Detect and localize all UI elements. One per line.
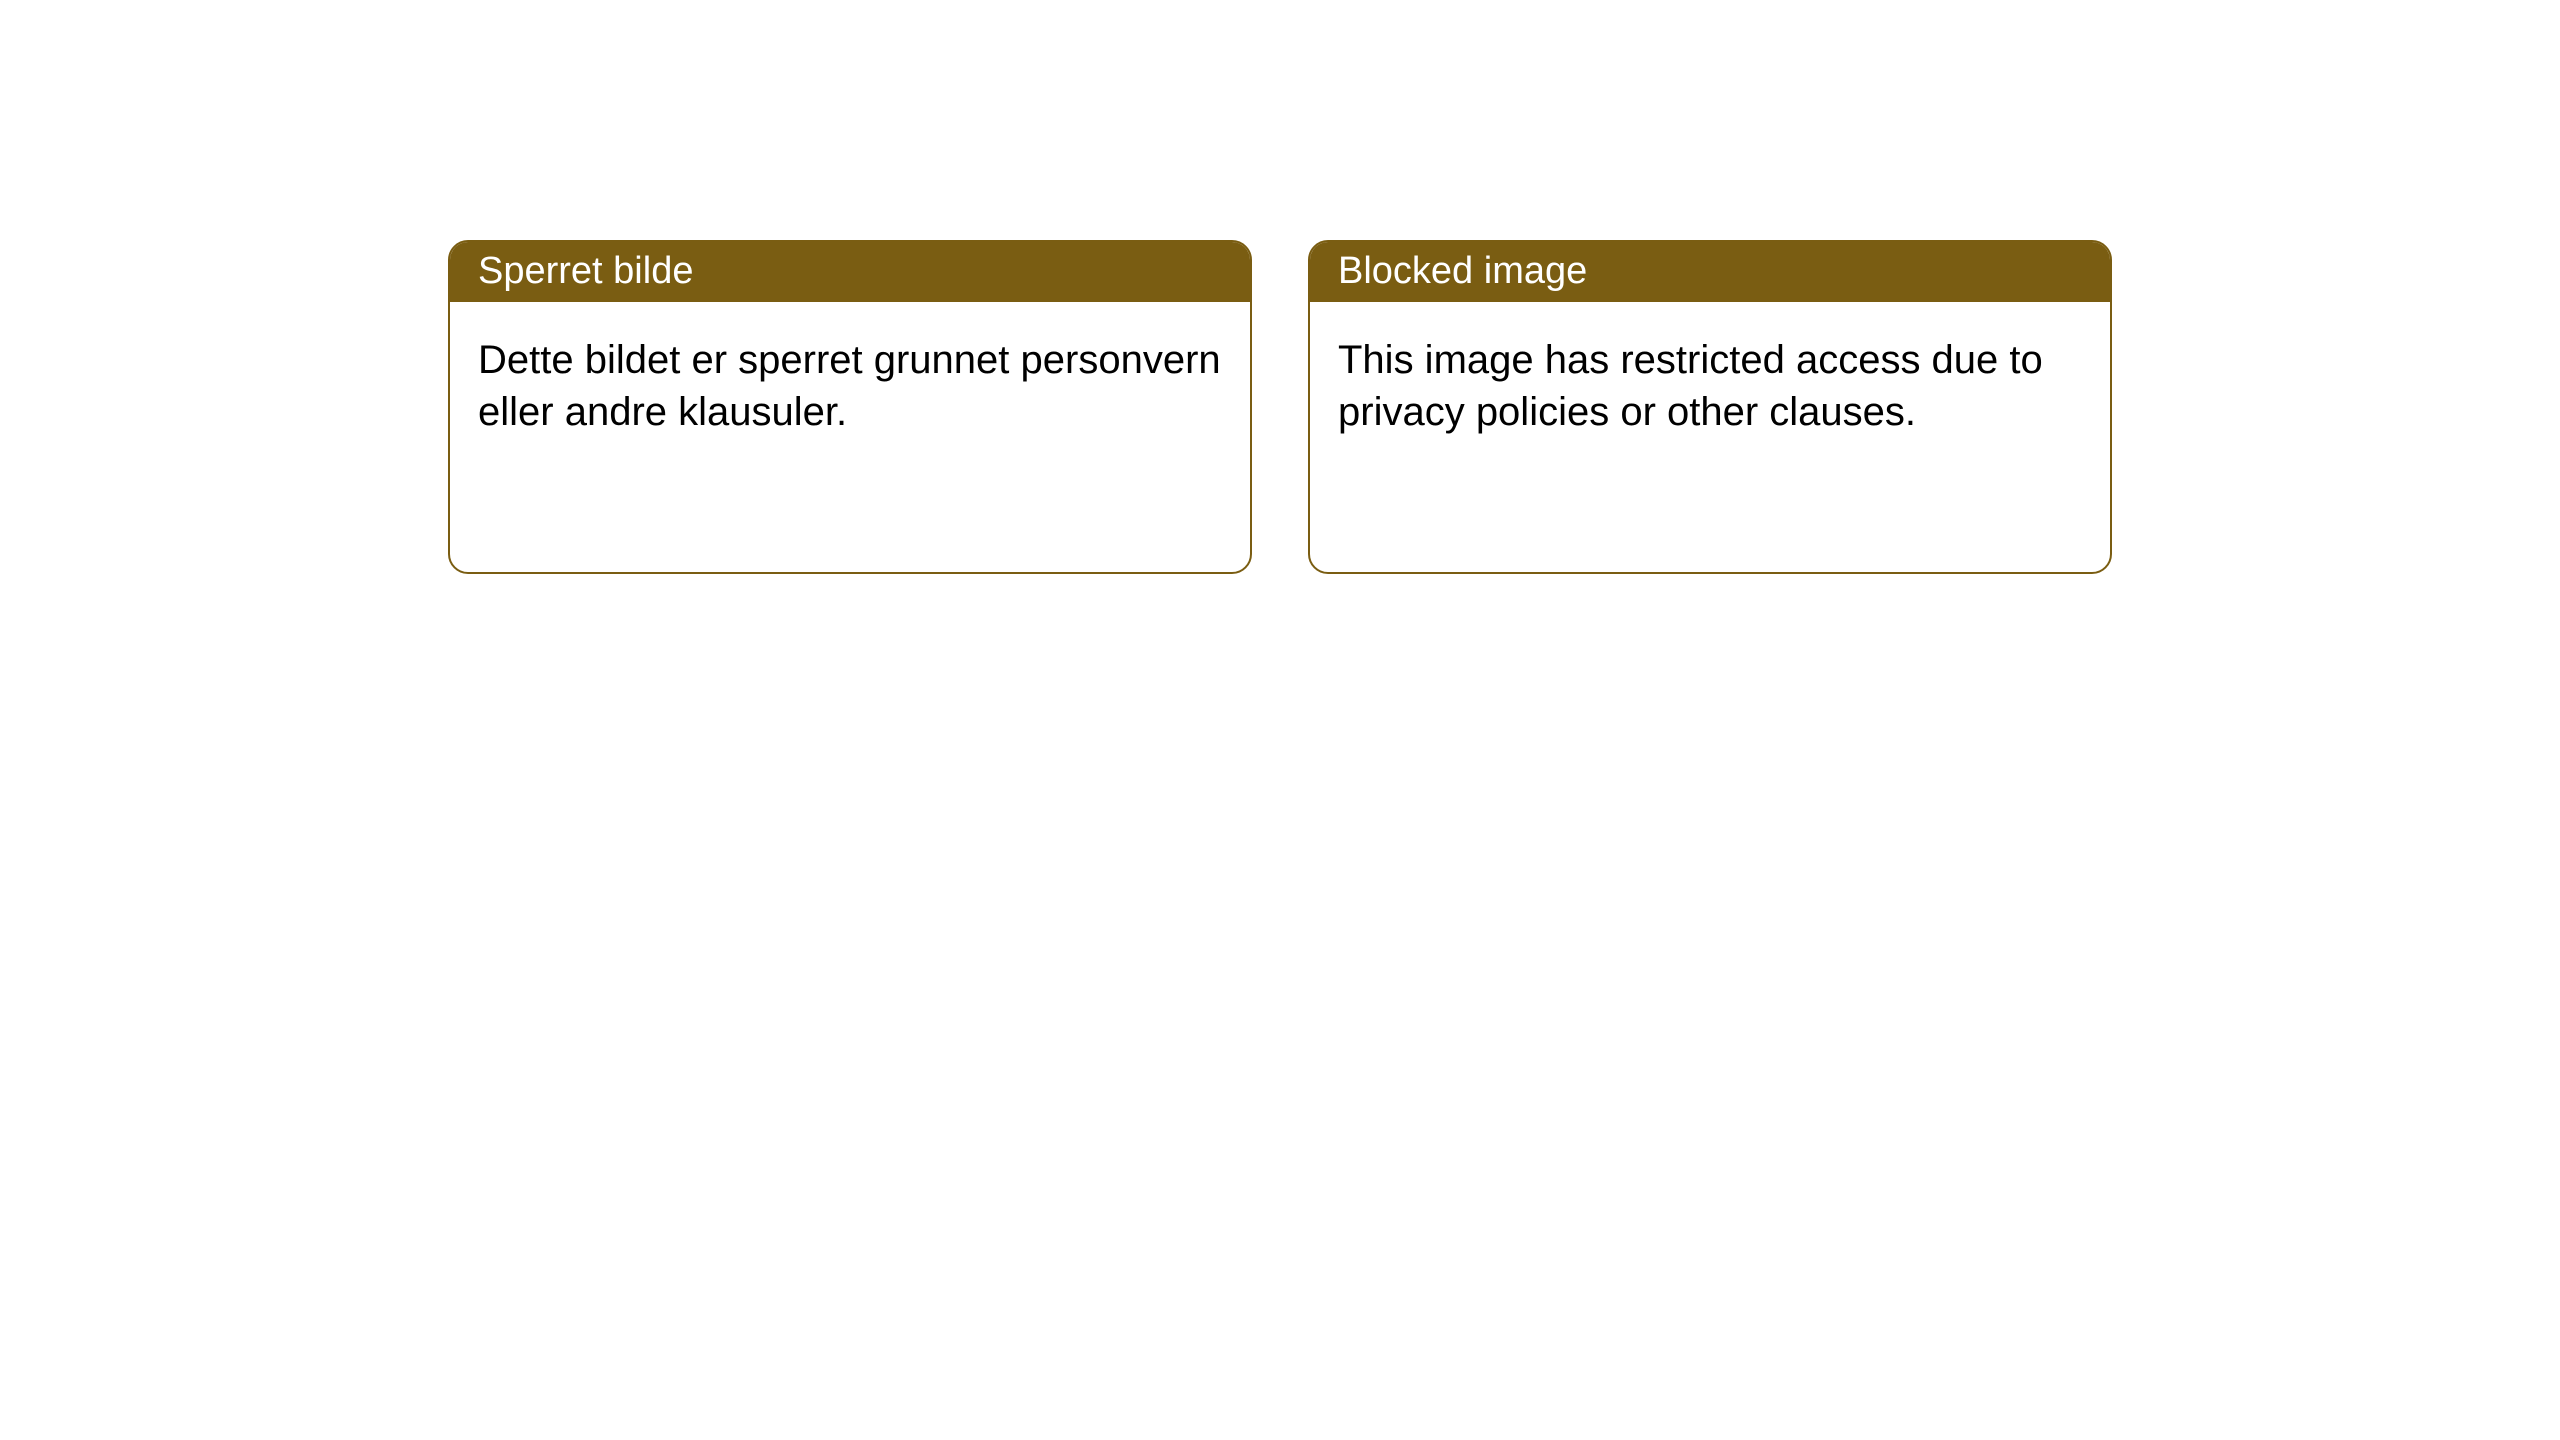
notice-card-en: Blocked image This image has restricted … (1308, 240, 2112, 574)
notice-card-no: Sperret bilde Dette bildet er sperret gr… (448, 240, 1252, 574)
notice-cards-container: Sperret bilde Dette bildet er sperret gr… (448, 240, 2112, 574)
notice-header-text-no: Sperret bilde (478, 249, 693, 295)
notice-body-text-en: This image has restricted access due to … (1338, 338, 2043, 434)
notice-card-body-en: This image has restricted access due to … (1310, 302, 2110, 470)
notice-body-text-no: Dette bildet er sperret grunnet personve… (478, 338, 1221, 434)
notice-card-body-no: Dette bildet er sperret grunnet personve… (450, 302, 1250, 470)
notice-card-header-no: Sperret bilde (450, 242, 1250, 302)
notice-header-text-en: Blocked image (1338, 249, 1587, 295)
notice-card-header-en: Blocked image (1310, 242, 2110, 302)
